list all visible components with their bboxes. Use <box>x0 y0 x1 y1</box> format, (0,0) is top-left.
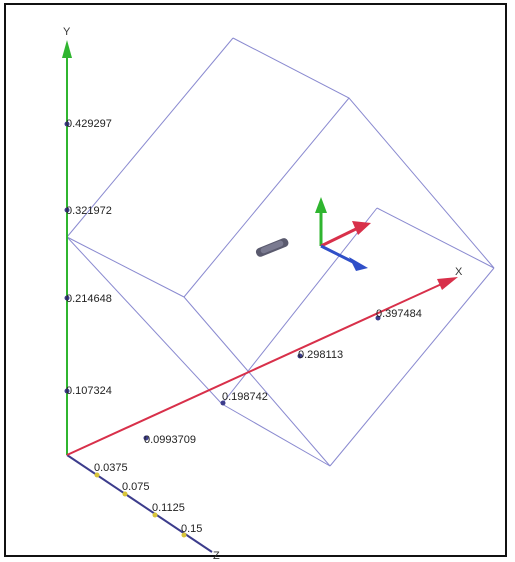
x-tick-label: 0.397484 <box>376 308 422 320</box>
x-axis: X 0.0993709 0.198742 0.298113 0.397484 <box>66 266 463 456</box>
z-tick-marker <box>152 512 158 518</box>
y-tick-marker <box>64 207 70 213</box>
bbox-edge <box>232 37 495 269</box>
bbox-edge <box>376 207 495 269</box>
scene-object[interactable] <box>255 237 290 258</box>
z-tick-marker <box>94 472 100 478</box>
y-axis-name: Y <box>63 26 71 38</box>
z-tick-marker <box>181 532 187 538</box>
y-tick-marker <box>64 121 70 127</box>
bbox-edge <box>221 207 378 405</box>
y-axis: Y 0.429297 0.321972 0.214648 0.107324 <box>62 26 112 455</box>
bounding-box <box>66 37 495 467</box>
y-tick-label: 0.321972 <box>66 205 112 217</box>
z-tick-marker <box>122 491 128 497</box>
x-tick-label: 0.198742 <box>222 391 268 403</box>
gizmo-x-arrowhead <box>352 221 371 235</box>
x-axis-arrowhead <box>437 277 458 290</box>
z-axis-name: Z <box>213 550 220 562</box>
bbox-edge <box>233 38 377 208</box>
gizmo-z-arrow <box>320 244 356 265</box>
bbox-edge <box>183 97 350 298</box>
z-tick-label: 0.1125 <box>152 502 185 514</box>
x-tick-label: 0.298113 <box>298 349 343 361</box>
y-tick-label: 0.429297 <box>66 118 112 130</box>
x-tick-marker <box>375 315 381 321</box>
gizmo-x-arrow <box>320 226 359 248</box>
orientation-gizmo[interactable] <box>315 197 371 271</box>
z-axis: Z 0.0375 0.075 0.1125 0.15 <box>66 454 220 562</box>
gizmo-y-arrowhead <box>315 197 327 213</box>
y-tick-label: 0.107324 <box>66 385 112 397</box>
bbox-edge <box>66 236 185 298</box>
x-tick-marker <box>143 435 149 441</box>
x-tick-label: 0.0993709 <box>144 434 196 446</box>
y-tick-label: 0.214648 <box>66 293 112 305</box>
x-tick-marker <box>297 353 303 359</box>
z-tick-label: 0.0375 <box>94 462 128 474</box>
y-axis-arrowhead <box>62 40 72 58</box>
viewport-frame <box>4 3 507 557</box>
x-tick-marker <box>220 400 226 406</box>
bbox-edge <box>329 267 495 467</box>
y-tick-marker <box>64 295 70 301</box>
z-tick-label: 0.075 <box>122 481 150 493</box>
x-axis-name: X <box>455 266 463 278</box>
bbox-edge <box>66 37 234 238</box>
bbox-edge <box>183 296 331 467</box>
z-tick-label: 0.15 <box>181 523 202 535</box>
bbox-edge <box>66 236 223 405</box>
gizmo-z-arrowhead <box>349 257 368 271</box>
bbox-edge <box>221 403 331 467</box>
y-tick-marker <box>64 388 70 394</box>
